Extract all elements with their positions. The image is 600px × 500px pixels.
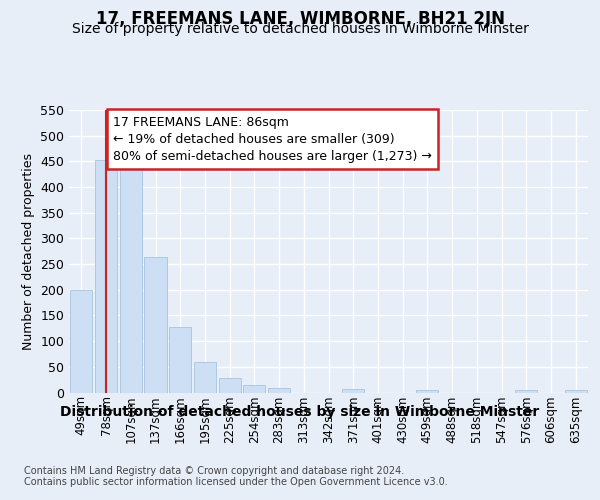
Bar (194, 362, 216, 392)
Bar (416, 390, 439, 392)
Bar (243, 386, 265, 392)
Bar (565, 390, 587, 392)
Bar (169, 327, 191, 392)
Bar (218, 378, 241, 392)
Bar (119, 169, 142, 392)
Text: Contains HM Land Registry data © Crown copyright and database right 2024.: Contains HM Land Registry data © Crown c… (24, 466, 404, 476)
Bar (515, 390, 538, 392)
Text: Contains public sector information licensed under the Open Government Licence v3: Contains public sector information licen… (24, 477, 448, 487)
Bar (268, 388, 290, 392)
Bar (70, 290, 92, 392)
Text: 17, FREEMANS LANE, WIMBORNE, BH21 2JN: 17, FREEMANS LANE, WIMBORNE, BH21 2JN (95, 10, 505, 28)
Text: Distribution of detached houses by size in Wimborne Minster: Distribution of detached houses by size … (61, 405, 539, 419)
Bar (95, 160, 117, 392)
Y-axis label: Number of detached properties: Number of detached properties (22, 153, 35, 350)
Bar (342, 390, 364, 392)
Bar (145, 258, 167, 392)
Text: 17 FREEMANS LANE: 86sqm
← 19% of detached houses are smaller (309)
80% of semi-d: 17 FREEMANS LANE: 86sqm ← 19% of detache… (113, 116, 432, 162)
Text: Size of property relative to detached houses in Wimborne Minster: Size of property relative to detached ho… (71, 22, 529, 36)
